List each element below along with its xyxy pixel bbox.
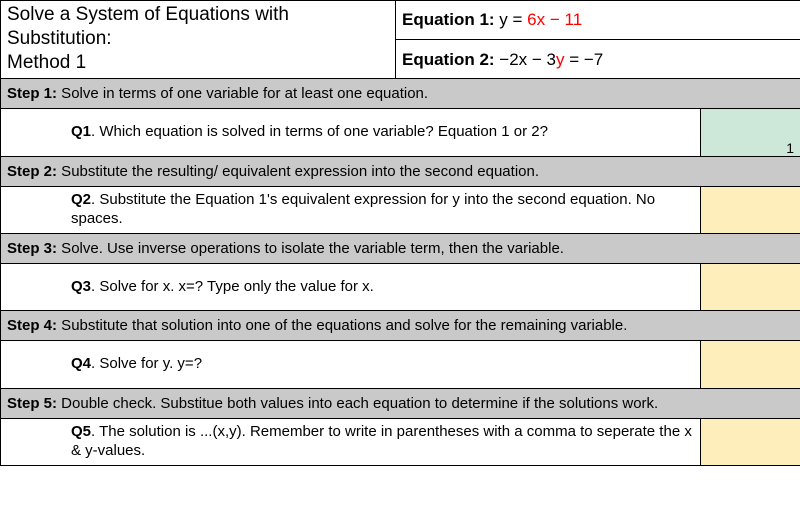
step-4-text: Substitute that solution into one of the… (57, 317, 627, 334)
step-5: Step 5: Double check. Substitue both val… (1, 389, 800, 419)
q5-label: Q5 (71, 423, 91, 440)
eq1-label: Equation 1: (402, 10, 495, 29)
q3-label: Q3 (71, 278, 91, 295)
answer-input-q3[interactable] (701, 263, 800, 311)
answer-input-q2[interactable] (701, 187, 800, 234)
q2-text: . Substitute the Equation 1's equivalent… (71, 191, 655, 227)
worksheet-title: Solve a System of Equations with Substit… (1, 1, 396, 79)
q1-text: . Which equation is solved in terms of o… (91, 123, 548, 140)
step-1: Step 1: Solve in terms of one variable f… (1, 79, 800, 109)
title-line1: Solve a System of Equations with Substit… (7, 4, 289, 49)
step-1-text: Solve in terms of one variable for at le… (57, 85, 428, 102)
step-3-text: Solve. Use inverse operations to isolate… (57, 240, 564, 257)
title-line2: Method 1 (7, 52, 86, 73)
worksheet-table: Solve a System of Equations with Substit… (0, 0, 800, 466)
step-2-label: Step 2: (7, 163, 57, 180)
answer-input-q1[interactable]: 1 (701, 109, 800, 157)
eq2-plain-a: −2x − 3 (495, 50, 556, 69)
step-3: Step 3: Solve. Use inverse operations to… (1, 233, 800, 263)
q2-label: Q2 (71, 191, 91, 208)
equation-2: Equation 2: −2x − 3y = −7 (396, 40, 800, 79)
step-3-label: Step 3: (7, 240, 57, 257)
q3-text: . Solve for x. x=? Type only the value f… (91, 278, 374, 295)
eq2-label: Equation 2: (402, 50, 495, 69)
q1-answer: 1 (786, 140, 794, 156)
q5-text: . The solution is ...(x,y). Remember to … (71, 423, 692, 459)
q4-label: Q4 (71, 355, 91, 372)
step-1-label: Step 1: (7, 85, 57, 102)
eq2-plain-b: = −7 (565, 50, 604, 69)
eq1-plain: y = (495, 10, 528, 29)
answer-input-q5[interactable] (701, 419, 800, 466)
step-4: Step 4: Substitute that solution into on… (1, 311, 800, 341)
question-4: Q4. Solve for y. y=? (1, 341, 701, 389)
step-5-label: Step 5: (7, 395, 57, 412)
step-2: Step 2: Substitute the resulting/ equiva… (1, 157, 800, 187)
eq2-highlight: y (556, 50, 565, 69)
step-2-text: Substitute the resulting/ equivalent exp… (57, 163, 539, 180)
equation-1: Equation 1: y = 6x − 11 (396, 1, 800, 40)
question-2: Q2. Substitute the Equation 1's equivale… (1, 187, 701, 234)
step-4-label: Step 4: (7, 317, 57, 334)
q4-text: . Solve for y. y=? (91, 355, 202, 372)
step-5-text: Double check. Substitue both values into… (57, 395, 658, 412)
q1-label: Q1 (71, 123, 91, 140)
question-1: Q1. Which equation is solved in terms of… (1, 109, 701, 157)
question-5: Q5. The solution is ...(x,y). Remember t… (1, 419, 701, 466)
eq1-highlight: 6x − 11 (527, 10, 582, 29)
question-3: Q3. Solve for x. x=? Type only the value… (1, 263, 701, 311)
answer-input-q4[interactable] (701, 341, 800, 389)
